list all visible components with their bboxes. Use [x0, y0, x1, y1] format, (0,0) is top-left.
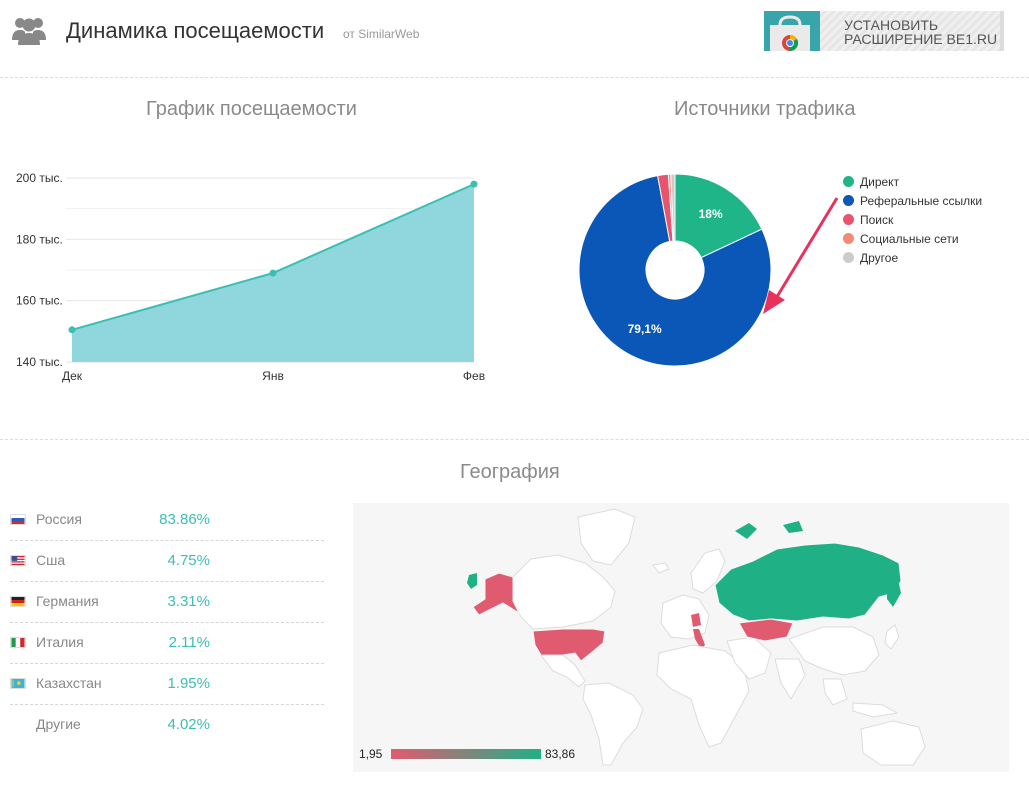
legend-label: Другое	[860, 250, 899, 265]
kazakhstan-shape	[738, 618, 794, 642]
slice-label: 79,1%	[628, 322, 662, 336]
legend-swatch	[843, 252, 854, 263]
install-extension-banner[interactable]: УСТАНОВИТЬ РАСШИРЕНИЕ BE1.RU	[764, 11, 1004, 51]
country-name: Италия	[36, 634, 84, 650]
greenland-shape	[577, 508, 636, 566]
country-name: Другие	[36, 716, 81, 732]
map-scale-min: 1,95	[359, 747, 383, 761]
data-point[interactable]	[269, 269, 277, 277]
traffic-donut-chart: 18% 79,1%	[578, 173, 772, 367]
alaska-shape	[472, 572, 521, 616]
country-share: 1.95%	[167, 675, 210, 692]
data-point[interactable]	[470, 180, 478, 188]
country-name: Россия	[36, 511, 82, 527]
country-name: Германия	[36, 593, 99, 609]
geo-row-italy: Италия 2.11%	[10, 623, 324, 664]
geography-title: География	[460, 461, 560, 483]
legend-label: Поиск	[860, 212, 894, 227]
usa-flag-icon	[10, 555, 26, 566]
legend-label: Социальные сети	[860, 231, 959, 246]
legend-item[interactable]: Социальные сети	[843, 229, 982, 248]
legend-swatch	[843, 214, 854, 225]
legend-label: Реферальные ссылки	[860, 193, 983, 208]
country-name: Сша	[36, 552, 66, 568]
italy-shape	[693, 629, 705, 649]
y-tick-label: 200 тыс.	[16, 171, 63, 185]
geo-row-usa: Сша 4.75%	[10, 541, 324, 582]
donut-slice[interactable]	[674, 173, 763, 259]
geo-row-russia: Россия 83.86%	[10, 500, 324, 541]
iceland-shape	[652, 562, 670, 574]
geography-list: Россия 83.86% Сша 4.75% Германия 3.31% И…	[10, 500, 324, 746]
asia-shape	[788, 626, 880, 676]
legend-label: Директ	[860, 174, 900, 189]
russia-shape	[714, 542, 902, 622]
country-share: 2.11%	[168, 634, 210, 651]
install-extension-label: УСТАНОВИТЬ РАСШИРЕНИЕ BE1.RU	[844, 18, 997, 46]
users-icon	[12, 18, 46, 45]
russia-flag-icon	[10, 514, 26, 525]
kazakhstan-flag-icon	[10, 678, 26, 689]
geo-row-kazakhstan: Казахстан 1.95%	[10, 664, 324, 705]
install-extension-line2: РАСШИРЕНИЕ BE1.RU	[844, 31, 998, 47]
geo-row-germany: Германия 3.31%	[10, 582, 324, 623]
install-extension-line1: УСТАНОВИТЬ	[844, 17, 939, 33]
divider	[0, 439, 1029, 440]
visits-chart-title: График посещаемости	[146, 98, 357, 120]
mexico-shape	[540, 654, 586, 688]
legend-swatch	[843, 233, 854, 244]
india-shape	[774, 658, 806, 700]
page-title: Динамика посещаемости	[66, 18, 325, 43]
map-scale-gradient	[391, 749, 541, 759]
japan-shape	[884, 624, 900, 650]
legend-item[interactable]: Директ	[843, 172, 982, 191]
chrome-store-icon	[764, 11, 820, 51]
legend-swatch	[843, 176, 854, 187]
donut-slice[interactable]	[578, 175, 772, 367]
geo-row-other: Другие 4.02%	[10, 705, 324, 746]
arrow-icon	[763, 197, 839, 314]
donut-slice[interactable]	[670, 173, 676, 242]
y-tick-label: 160 тыс.	[16, 294, 63, 308]
germany-flag-icon	[10, 596, 26, 607]
italy-flag-icon	[10, 637, 26, 648]
country-share: 4.75%	[167, 552, 210, 569]
map-scale-max: 83,86	[545, 747, 576, 761]
south-america-shape	[582, 682, 644, 766]
x-tick-label: Дек	[62, 369, 83, 383]
data-point[interactable]	[68, 326, 76, 334]
world-map[interactable]: 1,95 83,86	[353, 503, 1009, 772]
legend-item[interactable]: Поиск	[843, 210, 982, 229]
country-share: 4.02%	[167, 716, 210, 733]
traffic-legend: Директ Реферальные ссылки Поиск Социальные …	[843, 172, 982, 267]
africa-shape	[656, 644, 750, 748]
visits-area-chart: 140 тыс. 160 тыс. 180 тыс. 200 тыс. Дек Янв Фе…	[16, 171, 485, 383]
country-share: 3.31%	[167, 593, 210, 610]
world-map-graphic	[467, 508, 926, 766]
se-asia-shape	[822, 678, 899, 718]
arctic-islands-shape	[735, 521, 803, 539]
x-tick-label: Янв	[262, 369, 284, 383]
x-tick-label: Фев	[463, 369, 485, 383]
germany-shape	[691, 613, 701, 627]
y-tick-label: 140 тыс.	[16, 355, 63, 369]
europe-shape	[660, 594, 710, 640]
header: Динамика посещаемости от SimilarWeb УСТА…	[0, 0, 1029, 64]
traffic-chart-title: Источники трафика	[674, 98, 856, 120]
country-share: 83.86%	[159, 511, 210, 528]
divider	[0, 77, 1029, 78]
kamchatka-shape	[887, 575, 901, 607]
australia-shape	[860, 720, 926, 766]
legend-swatch	[843, 195, 854, 206]
country-name: Казахстан	[36, 675, 102, 691]
scandinavia-shape	[690, 548, 726, 594]
y-tick-label: 180 тыс.	[16, 232, 63, 246]
canada-shape	[512, 554, 616, 630]
legend-item[interactable]: Реферальные ссылки	[843, 191, 982, 210]
island-shape	[467, 573, 477, 589]
legend-item[interactable]: Другое	[843, 248, 982, 267]
source-label: от SimilarWeb	[343, 27, 420, 41]
slice-label: 18%	[699, 207, 723, 221]
